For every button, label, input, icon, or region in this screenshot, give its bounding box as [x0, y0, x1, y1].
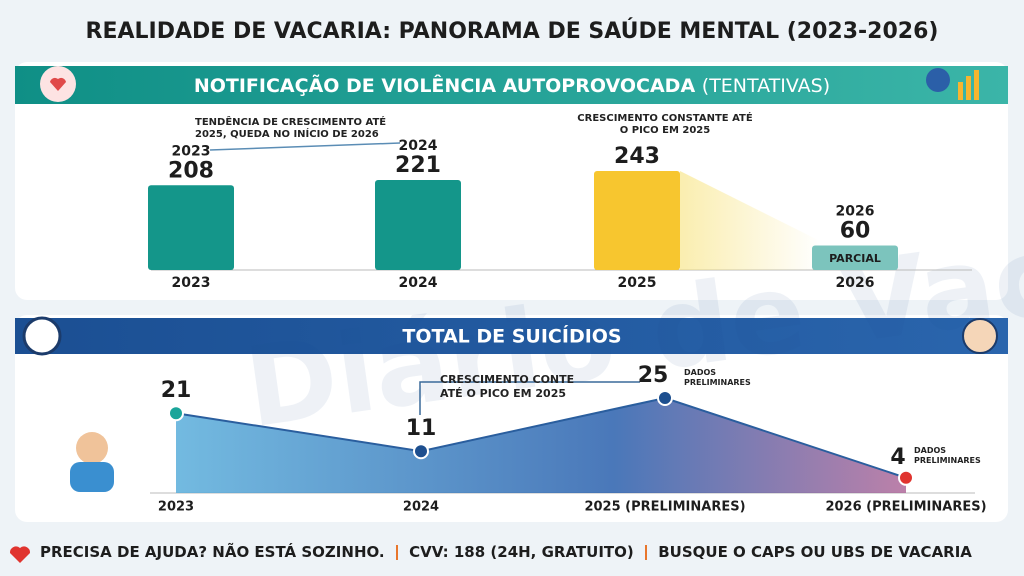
arrow	[419, 381, 600, 415]
line	[175, 396, 907, 479]
highlight	[680, 171, 820, 270]
icon	[966, 76, 971, 100]
value-label: 221	[395, 153, 441, 178]
page-title: REALIDADE DE VACARIA: PANORAMA DE SAÚDE …	[86, 18, 939, 44]
x-tick-label: 2023	[172, 275, 211, 291]
footer-text: BUSQUE O CAPS OU UBS DE VACARIA	[658, 543, 972, 561]
value-label: 208	[168, 158, 214, 183]
year-label: 2026	[836, 204, 875, 220]
value-label: 243	[614, 144, 660, 169]
chart-title: NOTIFICAÇÃO DE VIOLÊNCIA AUTOPROVOCADA (…	[194, 73, 830, 97]
point	[898, 469, 914, 486]
annotation: DADOS PRELIMINARES	[914, 446, 981, 465]
year-label: 2024	[399, 138, 438, 154]
annotation: CRESCIMENTO CONSTANTE ATÉ O PICO EM 2025	[577, 113, 753, 136]
area	[176, 398, 906, 493]
icon	[50, 77, 66, 91]
icon	[962, 318, 998, 354]
footer: PRECISA DE AJUDA? NÃO ESTÁ SOZINHO. CVV:…	[40, 543, 1020, 561]
point	[657, 390, 673, 406]
annotation: TENDÊNCIA DE CRESCIMENTO ATÉ 2025, QUEDA…	[195, 117, 387, 140]
chart-title: TOTAL DE SUICÍDIOS	[402, 325, 621, 348]
icon	[22, 316, 62, 356]
bar	[148, 185, 234, 270]
separator	[395, 545, 398, 560]
year-label: 2023	[172, 143, 211, 159]
point	[413, 443, 429, 460]
x-tick-label: 2026	[836, 275, 875, 291]
icon	[974, 70, 979, 100]
panel-header	[15, 66, 1008, 104]
value-label: 25	[638, 363, 669, 388]
x-tick-label: 2025	[618, 275, 657, 291]
value-label: 60	[840, 219, 871, 244]
annotation: DADOS PRELIMINARES	[684, 368, 751, 387]
icon	[76, 432, 108, 464]
bar-annotation: PARCIAL	[829, 252, 881, 265]
x-tick-label: 2024	[399, 275, 438, 291]
icon	[9, 546, 31, 563]
panel-header	[15, 318, 1008, 354]
footer-text: PRECISA DE AJUDA? NÃO ESTÁ SOZINHO.	[40, 543, 385, 561]
icon	[958, 82, 963, 100]
annotation: CRESCIMENTO CONTE ATÉ O PICO EM 2025	[440, 373, 575, 400]
bar	[812, 245, 898, 270]
x-tick-label: 2025 (PRELIMINARES)	[584, 500, 745, 515]
x-tick-label: 2024	[403, 500, 439, 515]
chart-title-main: NOTIFICAÇÃO DE VIOLÊNCIA AUTOPROVOCADA	[194, 73, 696, 97]
bar	[594, 171, 680, 270]
x-tick-label: 2023	[158, 500, 194, 515]
value-label: 21	[161, 378, 192, 403]
point	[168, 405, 184, 422]
bar	[375, 179, 461, 270]
separator	[644, 545, 647, 560]
value-label: 4	[890, 445, 905, 470]
footer-text: CVV: 188 (24H, GRATUITO)	[409, 543, 634, 561]
arrow	[209, 142, 401, 151]
chart-subtitle: (TENTATIVAS)	[702, 75, 830, 97]
value-label: 11	[406, 416, 437, 441]
x-tick-label: 2026 (PRELIMINARES)	[825, 500, 986, 515]
icon	[70, 462, 114, 492]
icon	[926, 68, 950, 92]
